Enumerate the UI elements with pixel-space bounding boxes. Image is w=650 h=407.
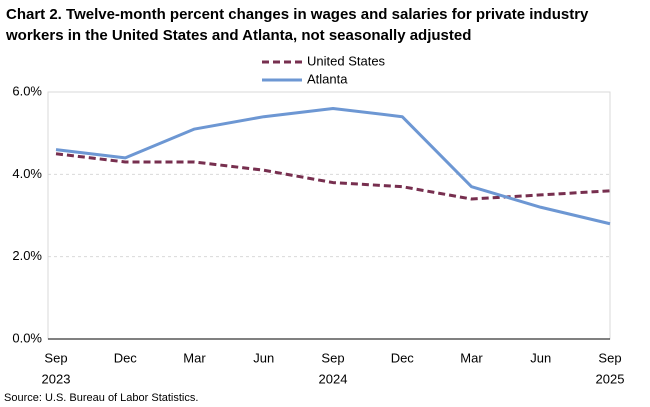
y-tick-label: 0.0% bbox=[12, 330, 42, 345]
x-tick-label: Sep bbox=[321, 350, 344, 365]
y-tick-label: 4.0% bbox=[12, 166, 42, 181]
legend-label: United States bbox=[307, 53, 386, 68]
series-line bbox=[55, 106, 611, 226]
x-year-label: 2025 bbox=[596, 371, 625, 386]
x-tick-label: Sep bbox=[44, 350, 67, 365]
x-tick-label: Dec bbox=[114, 350, 138, 365]
y-tick-label: 2.0% bbox=[12, 248, 42, 263]
x-tick-label: Sep bbox=[598, 350, 621, 365]
series-line bbox=[55, 152, 611, 201]
source-note: Source: U.S. Bureau of Labor Statistics. bbox=[4, 392, 198, 404]
x-tick-label: Jun bbox=[253, 350, 274, 365]
x-tick-label: Jun bbox=[530, 350, 551, 365]
x-year-label: 2024 bbox=[319, 371, 348, 386]
x-tick-label: Mar bbox=[460, 350, 483, 365]
x-year-label: 2023 bbox=[42, 371, 71, 386]
chart-title: Chart 2. Twelve-month percent changes in… bbox=[6, 6, 589, 44]
plot-frame bbox=[47, 91, 611, 340]
x-tick-label: Dec bbox=[391, 350, 415, 365]
x-tick-label: Mar bbox=[183, 350, 206, 365]
y-tick-label: 6.0% bbox=[12, 83, 42, 98]
legend-label: Atlanta bbox=[307, 71, 348, 86]
